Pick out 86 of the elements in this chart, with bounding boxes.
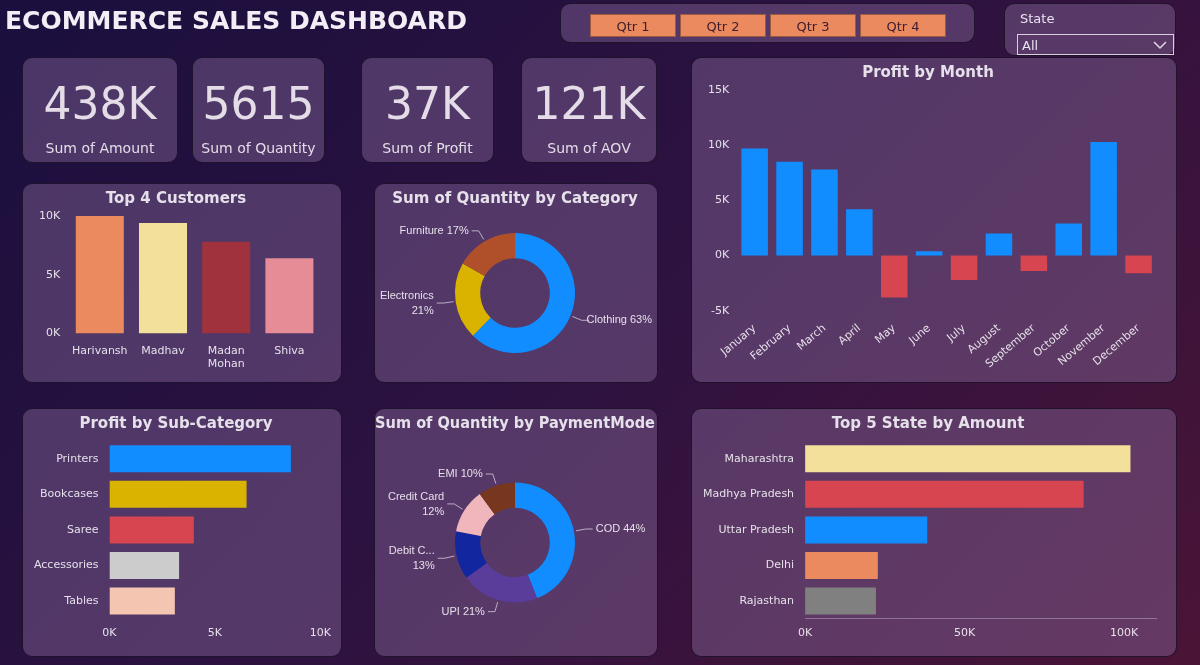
x-tick-label: Harivansh	[72, 344, 128, 358]
text: 37K	[385, 78, 470, 129]
bar	[985, 233, 1013, 256]
text: 438K	[43, 78, 157, 129]
text: All	[1022, 38, 1039, 53]
category-label: Qtr 3	[770, 14, 856, 37]
slice-label: UPI 21%	[441, 604, 486, 617]
bar	[846, 209, 873, 256]
y-tick-label: -5K	[711, 303, 730, 317]
y-tick-label: Rajasthan	[739, 593, 795, 607]
data-label: 13%	[412, 559, 435, 572]
y-tick-label: 10K	[38, 208, 61, 222]
bar	[811, 169, 838, 256]
bar	[1055, 223, 1083, 256]
y-tick-label: 5K	[45, 267, 61, 281]
y-tick-label: Maharashtra	[724, 451, 795, 465]
text: 121K	[532, 78, 646, 129]
text: ECOMMERCE SALES DASHBOARD	[5, 6, 467, 35]
y-tick-label: 15K	[707, 82, 730, 96]
bar	[109, 480, 247, 508]
bar	[950, 255, 978, 280]
chart-title: Top 4 Customers	[105, 188, 247, 207]
category-label: Qtr 4	[860, 14, 946, 37]
bar	[1125, 255, 1152, 274]
category-label: Qtr 2	[680, 14, 766, 37]
bar	[265, 258, 314, 334]
bar	[109, 587, 175, 615]
x-tick-label: Madhav	[141, 344, 186, 358]
chart-title: Profit by Month	[862, 62, 994, 81]
bar	[881, 255, 908, 298]
bar	[805, 516, 928, 544]
bar	[805, 587, 876, 615]
x-tick-label: Shiva	[274, 344, 305, 358]
x-tick-label: 0K	[797, 626, 813, 640]
bar	[805, 480, 1084, 508]
bar	[805, 551, 878, 579]
chart-title: Top 5 State by Amount	[831, 413, 1025, 432]
bar	[109, 551, 180, 579]
x-tick-label: 10K	[309, 626, 332, 640]
bar	[75, 216, 124, 334]
category-label: Qtr 1	[590, 14, 676, 37]
text: 5615	[202, 78, 315, 129]
bar	[109, 445, 291, 473]
slice-label: Furniture 17%	[399, 223, 469, 236]
category-label: Sum of Amount	[44, 140, 156, 156]
slice-label: Credit Card	[387, 489, 445, 502]
bar	[202, 241, 251, 334]
x-tick-label: 100K	[1109, 626, 1139, 640]
category-label: Sum of Profit	[381, 140, 474, 156]
slice-label: Electronics	[379, 289, 435, 302]
slice-label: Clothing 63%	[586, 313, 653, 326]
slice-label: EMI 10%	[438, 467, 483, 480]
data-label: 21%	[411, 304, 434, 317]
bar	[1020, 255, 1048, 272]
bar	[776, 161, 803, 256]
x-tick-label: 0K	[102, 626, 118, 640]
x-tick-label: 50K	[953, 626, 976, 640]
slice-label: COD 44%	[595, 522, 646, 535]
y-tick-label: Delhi	[765, 558, 795, 572]
y-tick-label: Saree	[66, 522, 99, 536]
y-tick-label: 10K	[707, 138, 730, 152]
bar	[1090, 141, 1117, 256]
bar	[109, 516, 194, 544]
y-tick-label: Madhya Pradesh	[702, 487, 795, 501]
text: State	[1020, 11, 1055, 26]
data-label: 12%	[422, 504, 445, 517]
category-label: Sum of AOV	[546, 140, 632, 156]
x-tick-label: 5K	[207, 626, 223, 640]
y-tick-label: Tables	[63, 593, 99, 607]
y-tick-label: Printers	[56, 451, 99, 465]
category-label: Sum of Quantity	[200, 140, 317, 156]
y-tick-label: 5K	[714, 193, 730, 207]
y-tick-label: Uttar Pradesh	[718, 522, 795, 536]
bar	[741, 148, 768, 256]
chart-title: Sum of Quantity by Category	[392, 188, 638, 207]
bar	[138, 223, 188, 334]
y-tick-label: Bookcases	[40, 487, 99, 501]
x-tick-label: Madan Mohan	[207, 344, 245, 371]
y-tick-label: 0K	[714, 248, 730, 262]
chart-title: Sum of Quantity by PaymentMode	[375, 413, 655, 431]
y-tick-label: Accessories	[34, 558, 99, 572]
chart-title: Profit by Sub-Category	[79, 413, 273, 432]
bar	[915, 251, 943, 256]
slice-label: Debit C...	[388, 544, 435, 557]
bar	[805, 445, 1131, 473]
x-tick-label: May	[872, 321, 899, 346]
